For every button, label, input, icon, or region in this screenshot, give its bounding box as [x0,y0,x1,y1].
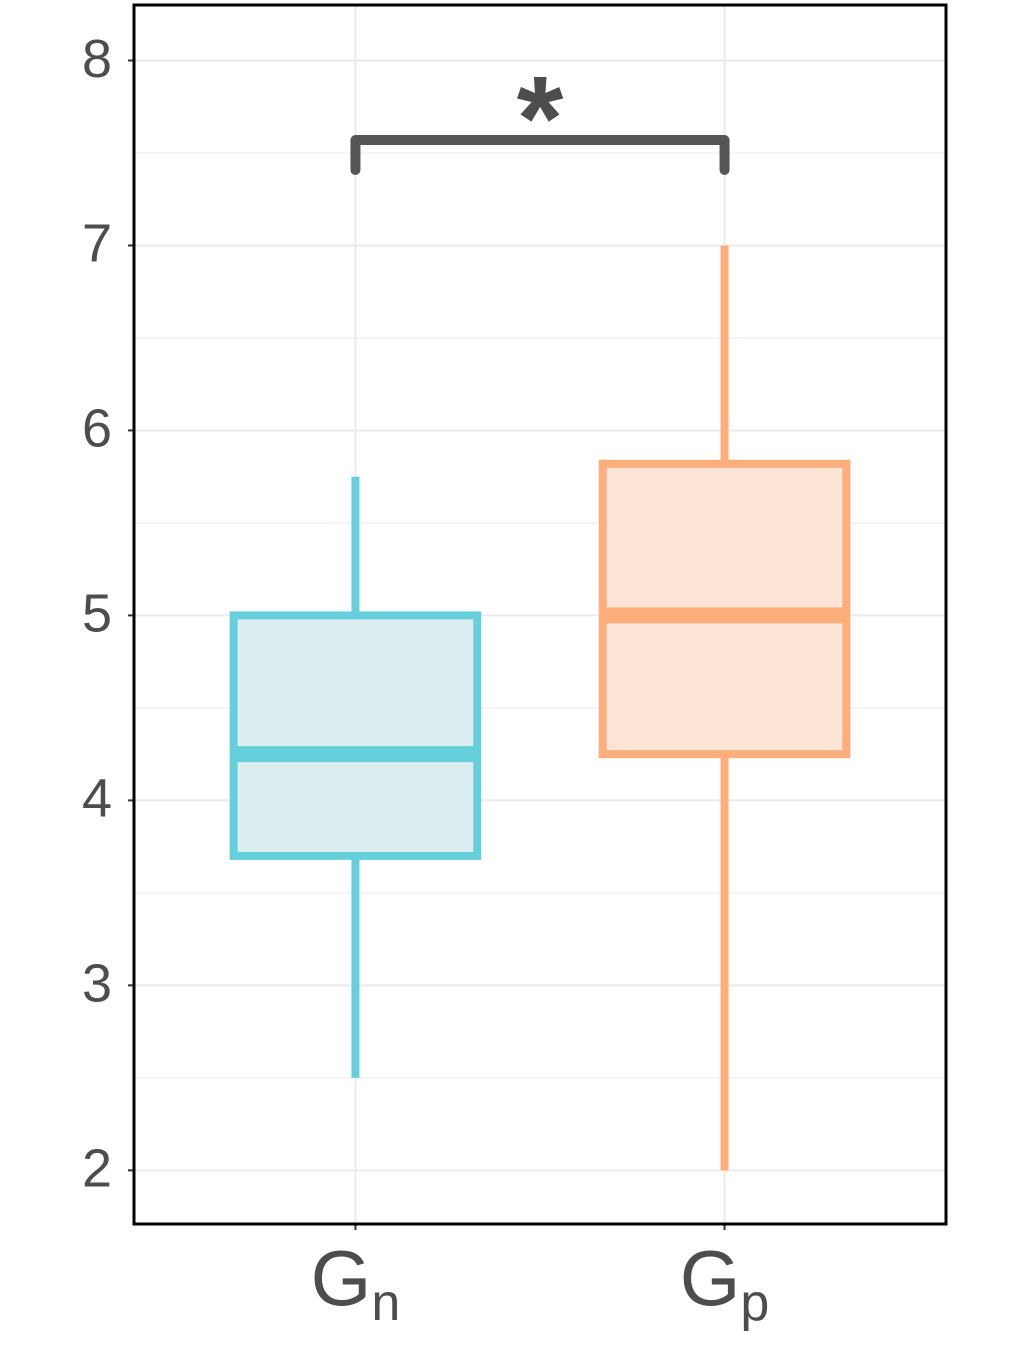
x-tick-label: Gn [311,1234,401,1332]
y-tick-label: 4 [82,769,112,829]
box [229,611,482,860]
y-tick-label: 7 [82,214,112,274]
y-tick-label: 2 [82,1139,112,1199]
panel-border [132,3,948,1226]
significance-label: * [517,52,564,186]
x-tick-label: Gp [680,1234,770,1332]
y-tick-label: 5 [82,584,112,644]
y-tick-label: 8 [82,29,112,89]
y-tick-label: 3 [82,954,112,1014]
y-tick-label: 6 [82,399,112,459]
significance-bracket [350,135,730,175]
